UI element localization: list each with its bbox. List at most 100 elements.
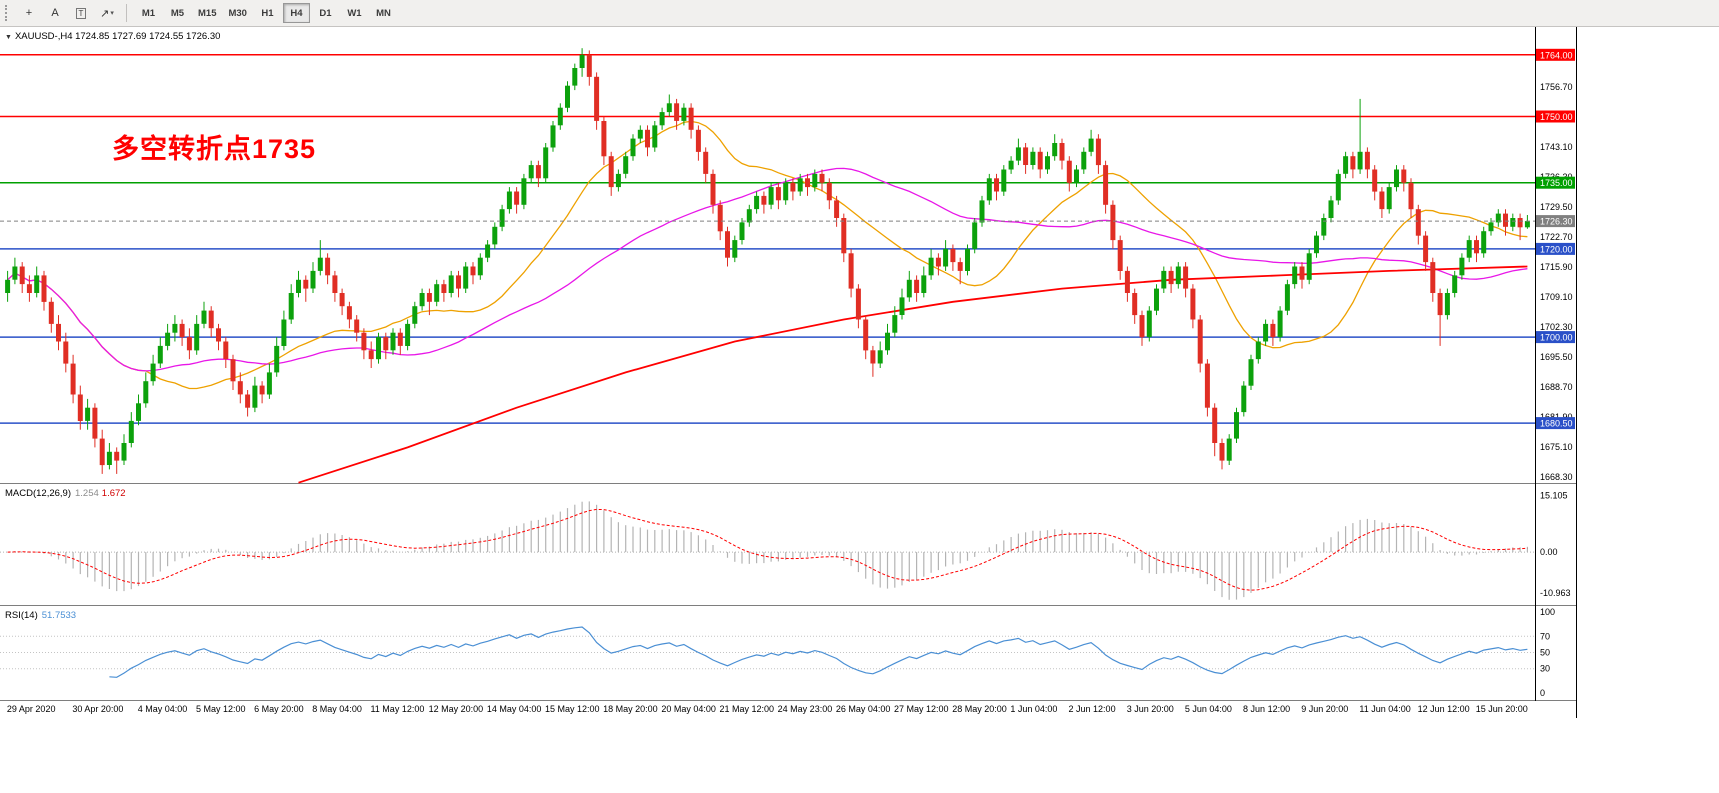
time-label: 18 May 20:00 bbox=[603, 704, 658, 714]
price-tick: 1722.70 bbox=[1540, 232, 1573, 242]
rsi-value: 51.7533 bbox=[41, 610, 77, 621]
ma-fast-orange bbox=[7, 120, 1528, 390]
price-tick: 1715.90 bbox=[1540, 262, 1573, 272]
price-tick: 1709.10 bbox=[1540, 292, 1573, 302]
price-tick: 1668.30 bbox=[1540, 472, 1573, 482]
crosshair-tool-button[interactable]: + bbox=[17, 2, 41, 24]
svg-text:1764.00: 1764.00 bbox=[1540, 50, 1573, 60]
price-label-1735.00 bbox=[1536, 176, 1575, 189]
time-label: 6 May 20:00 bbox=[254, 704, 304, 714]
macd-main-value: 1.254 bbox=[75, 488, 99, 499]
price-tick: 1756.70 bbox=[1540, 82, 1573, 92]
rsi-panel: 100 70 50 30 0 RSI(14) 51.7533 bbox=[0, 606, 1576, 701]
main-chart-panel: 1756.701743.101736.301729.501722.701715.… bbox=[0, 27, 1576, 484]
time-label: 28 May 20:00 bbox=[952, 704, 1007, 714]
price-label-1720.00 bbox=[1536, 242, 1575, 255]
time-label: 15 May 12:00 bbox=[544, 704, 600, 714]
time-label: 15 Jun 20:00 bbox=[1475, 704, 1528, 714]
macd-signal-line bbox=[7, 508, 1528, 591]
time-label: 12 May 20:00 bbox=[428, 704, 484, 714]
ma-mid-magenta bbox=[7, 167, 1528, 372]
time-label: 21 May 12:00 bbox=[719, 704, 775, 714]
toolbar-drag-handle[interactable] bbox=[5, 5, 9, 21]
timeframe-button-h1[interactable]: H1 bbox=[254, 3, 281, 23]
price-label-1764.00 bbox=[1536, 48, 1575, 61]
price-label-1750.00 bbox=[1536, 110, 1575, 123]
time-label: 20 May 04:00 bbox=[661, 704, 716, 714]
rsi-name: RSI(14) bbox=[5, 610, 38, 621]
time-label: 14 May 04:00 bbox=[486, 704, 542, 714]
arrows-tool-button[interactable]: ↗ ▾ bbox=[95, 2, 119, 24]
label-tool-button[interactable]: T bbox=[69, 2, 93, 24]
time-label: 11 May 12:00 bbox=[370, 704, 425, 714]
toolbar-separator bbox=[126, 4, 127, 22]
time-label: 27 May 12:00 bbox=[894, 704, 949, 714]
time-label: 5 Jun 04:00 bbox=[1184, 704, 1232, 714]
candles[interactable] bbox=[5, 48, 1530, 474]
macd-histogram bbox=[14, 501, 1529, 600]
time-label: 30 Apr 20:00 bbox=[72, 704, 124, 714]
price-tick: 1688.70 bbox=[1540, 382, 1573, 392]
time-axis[interactable]: 29 Apr 2020 30 Apr 20:00 4 May 04:00 5 May … bbox=[0, 701, 1576, 718]
price-tick: 1743.10 bbox=[1540, 142, 1573, 152]
crosshair-icon: + bbox=[25, 7, 33, 19]
rsi-scale-tick: 0 bbox=[1540, 688, 1545, 698]
time-label: 5 May 12:00 bbox=[195, 704, 246, 714]
price-tick: 1729.50 bbox=[1540, 202, 1573, 212]
svg-text:1720.00: 1720.00 bbox=[1540, 244, 1573, 254]
rsi-line bbox=[109, 626, 1528, 678]
macd-canvas[interactable]: 15.105 0.00 -10.963 bbox=[0, 484, 1577, 606]
main-chart-canvas[interactable]: 1756.701743.101736.301729.501722.701715.… bbox=[0, 27, 1577, 484]
ma-slow-red bbox=[298, 265, 1528, 484]
dropdown-caret-icon: ▾ bbox=[110, 10, 114, 17]
annotation-text[interactable]: 多空转折点1735 bbox=[112, 134, 317, 164]
rsi-scale-tick: 70 bbox=[1540, 631, 1550, 641]
time-label: 29 Apr 2020 bbox=[6, 704, 56, 714]
price-label-1680.50 bbox=[1536, 417, 1575, 430]
text-tool-button[interactable]: A bbox=[43, 2, 67, 24]
timeframe-button-h4[interactable]: H4 bbox=[282, 3, 310, 24]
macd-panel: 15.105 0.00 -10.963 MACD(12,26,9) 1.254 1.67… bbox=[0, 484, 1576, 606]
price-tick: 1702.30 bbox=[1540, 322, 1573, 332]
macd-label: MACD(12,26,9) 1.254 1.672 bbox=[5, 488, 126, 499]
macd-signal-value: 1.672 bbox=[101, 488, 126, 499]
price-label-1700.00 bbox=[1536, 331, 1575, 344]
bid-price-label bbox=[1536, 215, 1575, 228]
svg-text:1735.00: 1735.00 bbox=[1540, 178, 1573, 188]
time-label: 2 Jun 12:00 bbox=[1068, 704, 1116, 714]
svg-text:1680.50: 1680.50 bbox=[1540, 419, 1573, 429]
price-tick: 1681.90 bbox=[1540, 412, 1573, 422]
rsi-canvas[interactable]: 100 70 50 30 0 bbox=[0, 606, 1577, 701]
time-label: 1 Jun 04:00 bbox=[1010, 704, 1058, 714]
rsi-scale-tick: 100 bbox=[1540, 607, 1555, 617]
time-label: 4 May 04:00 bbox=[137, 704, 188, 714]
macd-scale-tick: 15.105 bbox=[1540, 490, 1568, 500]
timeframe-group: M1 M5 M15 M30 H1 H4 D1 W1 MN bbox=[134, 3, 398, 24]
arrow-icon: ↗ bbox=[100, 7, 110, 20]
macd-scale-tick: 0.00 bbox=[1540, 547, 1558, 557]
svg-text:1700.00: 1700.00 bbox=[1540, 333, 1573, 343]
time-label: 8 May 04:00 bbox=[312, 704, 362, 714]
svg-text:1750.00: 1750.00 bbox=[1540, 112, 1573, 122]
chart-window: 1756.701743.101736.301729.501722.701715.… bbox=[0, 27, 1577, 718]
timeframe-button-d1[interactable]: D1 bbox=[312, 3, 339, 23]
timeframe-button-m30[interactable]: M30 bbox=[223, 3, 251, 23]
time-label: 24 May 23:00 bbox=[777, 704, 833, 714]
macd-name: MACD(12,26,9) bbox=[5, 488, 71, 499]
timeframe-button-mn[interactable]: MN bbox=[370, 3, 397, 23]
empty-area bbox=[1577, 27, 1719, 793]
rsi-scale-tick: 50 bbox=[1540, 648, 1550, 658]
rsi-label: RSI(14) 51.7533 bbox=[5, 610, 76, 621]
timeframe-button-w1[interactable]: W1 bbox=[341, 3, 368, 23]
label-tool-icon: T bbox=[75, 7, 87, 19]
top-toolbar: + A T ↗ ▾ M1 M5 M15 M30 H1 H4 D1 W1 MN bbox=[0, 0, 1719, 27]
timeframe-button-m5[interactable]: M5 bbox=[164, 3, 191, 23]
timeframe-button-m15[interactable]: M15 bbox=[193, 3, 221, 23]
time-label: 8 Jun 12:00 bbox=[1243, 704, 1291, 714]
text-tool-icon: A bbox=[51, 7, 59, 19]
time-label: 9 Jun 20:00 bbox=[1301, 704, 1349, 714]
collapse-triangle-icon[interactable]: ▼ bbox=[5, 34, 12, 41]
time-label: 12 Jun 12:00 bbox=[1417, 704, 1470, 714]
timeframe-button-m1[interactable]: M1 bbox=[135, 3, 162, 23]
